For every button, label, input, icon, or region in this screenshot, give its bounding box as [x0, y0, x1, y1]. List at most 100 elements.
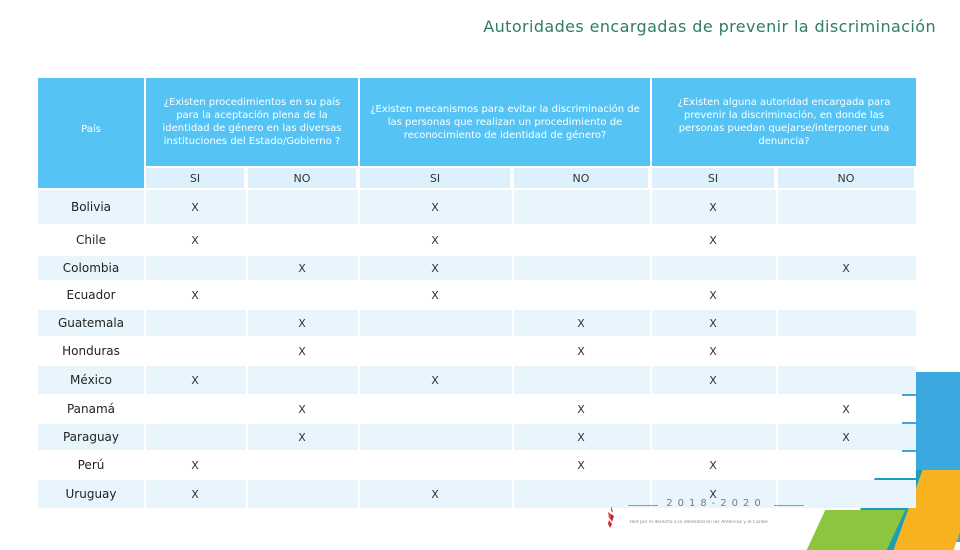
- answer-cell: [248, 452, 356, 478]
- answer-cell: [778, 366, 914, 394]
- country-name: Paraguay: [62, 430, 119, 444]
- header-question-2: ¿Existen mecanismos para evitar la discr…: [360, 78, 650, 166]
- header-q3-label: ¿Existen alguna autoridad encargada para…: [677, 97, 891, 147]
- answer-cell: X: [298, 430, 306, 444]
- answer-cell: X: [431, 261, 439, 275]
- column-divider: [358, 168, 360, 510]
- answer-cell: X: [298, 316, 306, 330]
- answer-cell: [778, 190, 914, 224]
- header-q2-label: ¿Existen mecanismos para evitar la discr…: [370, 103, 640, 141]
- answer-cell: [248, 226, 356, 254]
- country-name: Honduras: [62, 344, 120, 358]
- table-row: [38, 226, 916, 254]
- answer-cell: [248, 366, 356, 394]
- answer-cell: X: [842, 261, 850, 275]
- answer-cell: X: [577, 344, 585, 358]
- answer-cell: X: [842, 430, 850, 444]
- country-name: Colombia: [62, 261, 120, 275]
- answer-cell: [514, 282, 648, 308]
- answer-cell: X: [709, 344, 717, 358]
- answer-cell: [360, 452, 510, 478]
- answer-cell: [360, 396, 510, 422]
- logo-subtitle: Red por el derecho a la identidad en las…: [630, 520, 768, 525]
- logo-mark-icon: [608, 506, 614, 528]
- table-row: [38, 424, 916, 450]
- answer-cell: [778, 338, 914, 364]
- organization-logo: 2018-2020 Red por el derecho a la identi…: [604, 496, 804, 536]
- country-name: Ecuador: [66, 288, 116, 302]
- table-row: [38, 256, 916, 280]
- answer-cell: X: [298, 261, 306, 275]
- answer-cell: [778, 452, 914, 478]
- country-name: Chile: [75, 233, 107, 247]
- country-name: Perú: [77, 458, 105, 472]
- answer-cell: [248, 282, 356, 308]
- table-row: [38, 366, 916, 394]
- answer-cell: [146, 396, 244, 422]
- column-divider: [144, 168, 146, 510]
- column-divider: [776, 168, 778, 510]
- answer-cell: [360, 338, 510, 364]
- country-name: Guatemala: [57, 316, 125, 330]
- answer-cell: X: [431, 487, 439, 501]
- logo-divider: [774, 505, 804, 506]
- subheader-no-1: NO: [248, 168, 356, 188]
- answer-cell: [248, 480, 356, 508]
- answer-cell: [248, 190, 356, 224]
- answer-cell: [360, 310, 510, 336]
- header-q1-label: ¿Existen procedimientos en su país para …: [162, 97, 342, 147]
- answer-cell: X: [298, 402, 306, 416]
- logo-divider: [628, 505, 658, 506]
- column-divider: [512, 168, 514, 510]
- answer-cell: X: [709, 458, 717, 472]
- answer-cell: [146, 338, 244, 364]
- answer-cell: X: [709, 200, 717, 214]
- answer-cell: X: [191, 487, 199, 501]
- answer-cell: X: [577, 316, 585, 330]
- answer-cell: [778, 226, 914, 254]
- answer-cell: X: [191, 200, 199, 214]
- answer-cell: [146, 256, 244, 280]
- table-row: [38, 338, 916, 364]
- answer-cell: [146, 310, 244, 336]
- subheader-no-3: NO: [778, 168, 914, 188]
- subheader-si-3: SI: [652, 168, 774, 188]
- answer-cell: X: [709, 316, 717, 330]
- header-question-1: ¿Existen procedimientos en su país para …: [146, 78, 358, 166]
- answer-cell: X: [191, 233, 199, 247]
- table-row: [38, 282, 916, 308]
- table-row: [38, 452, 916, 478]
- subheader-si-1: SI: [146, 168, 244, 188]
- table-row: [38, 310, 916, 336]
- country-name: Bolivia: [70, 200, 112, 214]
- answer-cell: X: [431, 233, 439, 247]
- country-name: Panamá: [66, 402, 116, 416]
- column-divider: [650, 168, 652, 510]
- answer-cell: [514, 256, 648, 280]
- header-question-3: ¿Existen alguna autoridad encargada para…: [652, 78, 916, 166]
- column-divider: [246, 168, 248, 510]
- discrimination-table: País ¿Existen procedimientos en su país …: [38, 78, 916, 510]
- answer-cell: X: [191, 288, 199, 302]
- answer-cell: [778, 282, 914, 308]
- country-name: México: [70, 373, 112, 387]
- answer-cell: X: [191, 458, 199, 472]
- answer-cell: X: [577, 402, 585, 416]
- answer-cell: X: [431, 288, 439, 302]
- subheader-no-2: NO: [514, 168, 648, 188]
- answer-cell: [146, 424, 244, 450]
- header-country: País: [38, 78, 144, 188]
- table-row: [38, 190, 916, 224]
- answer-cell: [652, 396, 774, 422]
- answer-cell: X: [577, 458, 585, 472]
- header-country-label: País: [81, 124, 101, 135]
- answer-cell: [778, 310, 914, 336]
- logo-years: 2018-2020: [666, 498, 766, 509]
- answer-cell: [652, 256, 774, 280]
- answer-cell: X: [842, 402, 850, 416]
- subheader-si-2: SI: [360, 168, 510, 188]
- answer-cell: X: [431, 200, 439, 214]
- country-name: Uruguay: [65, 487, 117, 501]
- page-title: Autoridades encargadas de prevenir la di…: [483, 17, 936, 36]
- answer-cell: X: [709, 288, 717, 302]
